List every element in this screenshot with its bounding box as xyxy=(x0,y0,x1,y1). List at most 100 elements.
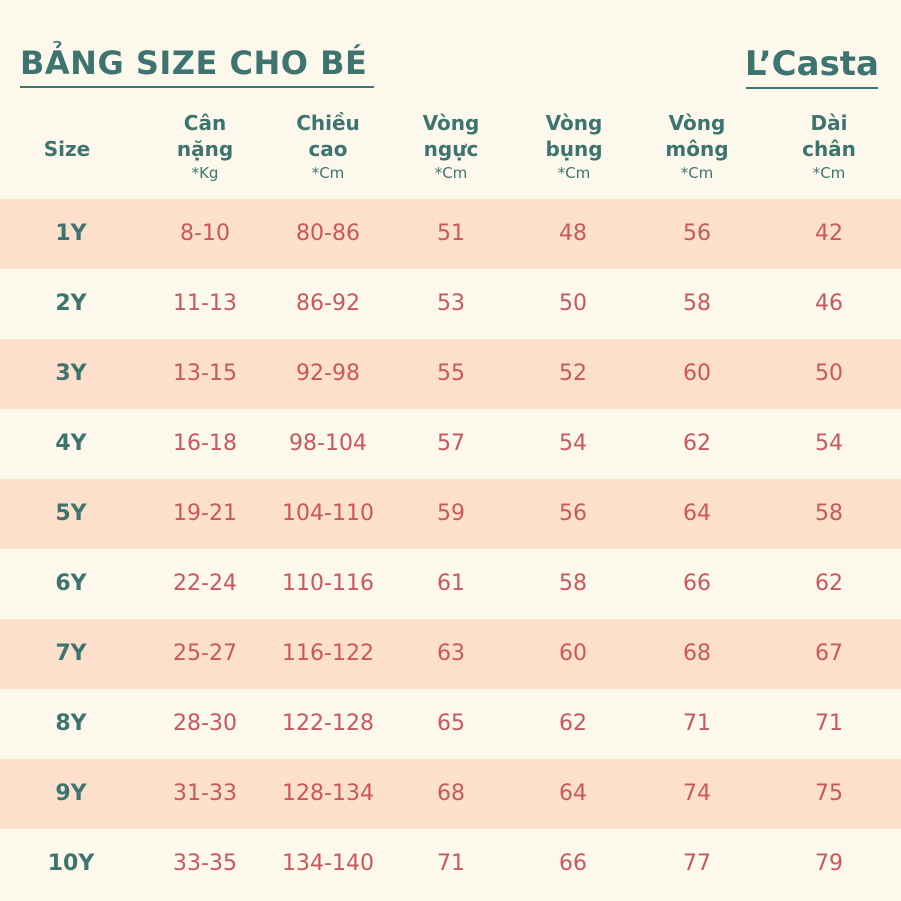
table-cell: 80-86 xyxy=(296,221,360,246)
header-label: Vòng xyxy=(545,111,603,135)
table-cell: 104-110 xyxy=(282,501,374,526)
table-cell: 66 xyxy=(559,851,587,876)
table-cell: 110-116 xyxy=(282,571,374,596)
table-cell: 74 xyxy=(683,781,711,806)
table-row: 1Y 8-10 80-86 51 48 56 42 xyxy=(0,199,901,269)
table-cell: 57 xyxy=(437,431,465,456)
table-cell: 16-18 xyxy=(173,431,237,456)
size-cell: 7Y xyxy=(55,641,87,666)
table-cell: 65 xyxy=(437,711,465,736)
table-cell: 50 xyxy=(559,291,587,316)
table-cell: 31-33 xyxy=(173,781,237,806)
table-cell: 58 xyxy=(815,501,843,526)
table-row: 2Y 11-13 86-92 53 50 58 46 xyxy=(0,269,901,339)
header-label: Vòng xyxy=(422,111,480,135)
table-row: 3Y 13-15 92-98 55 52 60 50 xyxy=(0,339,901,409)
table-cell: 61 xyxy=(437,571,465,596)
table-cell: 79 xyxy=(815,851,843,876)
table-cell: 55 xyxy=(437,361,465,386)
table-cell: 56 xyxy=(559,501,587,526)
header-label: Vòng xyxy=(668,111,726,135)
table-row: 4Y 16-18 98-104 57 54 62 54 xyxy=(0,409,901,479)
table-cell: 128-134 xyxy=(282,781,374,806)
header-label: Dài xyxy=(810,111,848,135)
table-cell: 68 xyxy=(437,781,465,806)
header-label: ngực xyxy=(423,137,479,161)
table-cell: 51 xyxy=(437,221,465,246)
size-cell: 1Y xyxy=(55,221,87,246)
header-height: Chiều cao *Cm xyxy=(296,110,360,184)
header-label: bụng xyxy=(545,137,603,161)
table-cell: 71 xyxy=(437,851,465,876)
title-underline xyxy=(20,86,374,88)
header-label: cao xyxy=(308,137,348,161)
table-cell: 98-104 xyxy=(289,431,367,456)
table-cell: 64 xyxy=(559,781,587,806)
table-cell: 58 xyxy=(683,291,711,316)
size-table-body: 1Y 8-10 80-86 51 48 56 42 2Y 11-13 86-92 53 50 58 46 3… xyxy=(0,199,901,899)
table-cell: 60 xyxy=(683,361,711,386)
table-cell: 63 xyxy=(437,641,465,666)
table-cell: 22-24 xyxy=(173,571,237,596)
table-cell: 48 xyxy=(559,221,587,246)
table-cell: 13-15 xyxy=(173,361,237,386)
table-cell: 116-122 xyxy=(282,641,374,666)
header-unit: *Cm xyxy=(311,164,345,182)
header-label: chân xyxy=(802,137,856,161)
table-cell: 28-30 xyxy=(173,711,237,736)
size-cell: 5Y xyxy=(55,501,87,526)
header-waist: Vòng bụng *Cm xyxy=(545,110,602,184)
table-cell: 42 xyxy=(815,221,843,246)
table-header: Size Cân nặng *Kg Chiều cao *Cm Vòng ngự… xyxy=(0,110,901,200)
table-cell: 71 xyxy=(683,711,711,736)
table-cell: 11-13 xyxy=(173,291,237,316)
header-label: Cân xyxy=(183,111,227,135)
table-cell: 59 xyxy=(437,501,465,526)
table-cell: 77 xyxy=(683,851,711,876)
header-label: Chiều xyxy=(296,111,360,135)
table-cell: 62 xyxy=(559,711,587,736)
table-cell: 56 xyxy=(683,221,711,246)
table-row: 7Y 25-27 116-122 63 60 68 67 xyxy=(0,619,901,689)
table-cell: 86-92 xyxy=(296,291,360,316)
table-cell: 92-98 xyxy=(296,361,360,386)
table-row: 5Y 19-21 104-110 59 56 64 58 xyxy=(0,479,901,549)
size-cell: 9Y xyxy=(55,781,87,806)
size-cell: 2Y xyxy=(55,291,87,316)
header-unit: *Cm xyxy=(557,164,591,182)
header-label: Size xyxy=(43,137,91,161)
table-cell: 134-140 xyxy=(282,851,374,876)
table-cell: 52 xyxy=(559,361,587,386)
table-row: 9Y 31-33 128-134 68 64 74 75 xyxy=(0,759,901,829)
size-cell: 6Y xyxy=(55,571,87,596)
header-size: Size xyxy=(44,136,90,162)
brand-logo: L’Casta xyxy=(744,44,879,84)
table-cell: 64 xyxy=(683,501,711,526)
table-cell: 62 xyxy=(683,431,711,456)
header-unit: *Cm xyxy=(680,164,714,182)
table-cell: 71 xyxy=(815,711,843,736)
header-label: nặng xyxy=(176,137,234,161)
table-cell: 19-21 xyxy=(173,501,237,526)
table-cell: 62 xyxy=(815,571,843,596)
header-chest: Vòng ngực *Cm xyxy=(423,110,480,184)
table-cell: 33-35 xyxy=(173,851,237,876)
size-cell: 10Y xyxy=(47,851,95,876)
size-cell: 3Y xyxy=(55,361,87,386)
size-cell: 4Y xyxy=(55,431,87,456)
table-cell: 54 xyxy=(559,431,587,456)
table-cell: 67 xyxy=(815,641,843,666)
table-row: 10Y 33-35 134-140 71 66 77 79 xyxy=(0,829,901,899)
table-cell: 58 xyxy=(559,571,587,596)
table-cell: 53 xyxy=(437,291,465,316)
header-unit: *Kg xyxy=(191,164,219,182)
table-cell: 68 xyxy=(683,641,711,666)
header-hip: Vòng mông *Cm xyxy=(665,110,728,184)
header-unit: *Cm xyxy=(434,164,468,182)
table-cell: 66 xyxy=(683,571,711,596)
header-leg-length: Dài chân *Cm xyxy=(802,110,856,184)
size-cell: 8Y xyxy=(55,711,87,736)
header-label: mông xyxy=(665,137,729,161)
header-weight: Cân nặng *Kg xyxy=(177,110,233,184)
table-row: 8Y 28-30 122-128 65 62 71 71 xyxy=(0,689,901,759)
